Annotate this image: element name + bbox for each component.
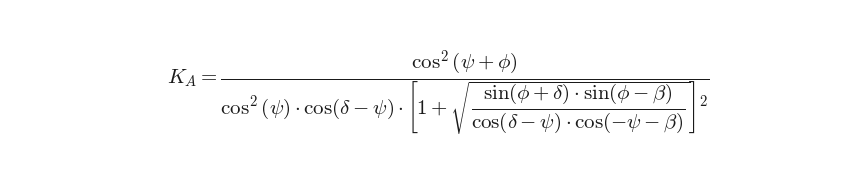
Text: $K_A = \dfrac{\cos^2(\psi+\phi)}{\cos^2(\psi)\cdot\cos(\delta-\psi)\cdot\left[1+: $K_A = \dfrac{\cos^2(\psi+\phi)}{\cos^2(… — [167, 48, 711, 138]
